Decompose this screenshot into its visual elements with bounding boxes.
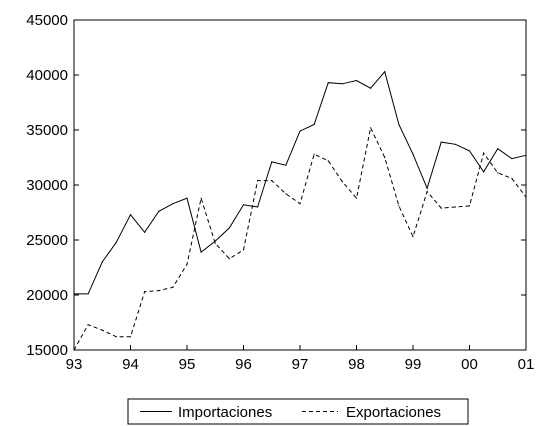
data-point-importaciones: [271, 161, 273, 163]
data-point-importaciones: [398, 123, 400, 126]
data-point-importaciones: [454, 143, 456, 145]
x-tick-label: 94: [122, 356, 139, 373]
x-tick-label: 95: [179, 356, 196, 373]
x-tick-label: 96: [235, 356, 252, 373]
data-point-importaciones: [341, 83, 343, 85]
data-point-exportaciones: [483, 152, 485, 154]
data-point-importaciones: [228, 227, 230, 229]
data-point-importaciones: [200, 251, 202, 253]
data-point-exportaciones: [511, 177, 513, 179]
data-point-importaciones: [87, 293, 89, 295]
data-point-exportaciones: [242, 249, 245, 251]
data-point-exportaciones: [144, 291, 146, 293]
data-point-exportaciones: [341, 181, 343, 183]
data-point-exportaciones: [115, 336, 117, 338]
data-point-importaciones: [299, 130, 301, 132]
data-point-exportaciones: [384, 156, 386, 159]
data-point-exportaciones: [214, 242, 216, 244]
data-point-exportaciones: [313, 153, 315, 155]
legend-box: [127, 398, 469, 425]
x-tick-label: 99: [405, 356, 422, 373]
data-point-exportaciones: [172, 286, 174, 288]
data-point-exportaciones: [525, 196, 527, 198]
y-tick-label: 20000: [26, 287, 68, 304]
data-point-exportaciones: [440, 207, 442, 209]
x-tick-label: 00: [461, 356, 478, 373]
data-point-exportaciones: [426, 191, 428, 193]
data-point-exportaciones: [158, 290, 160, 292]
legend-label-exportaciones: Exportaciones: [346, 404, 441, 421]
data-point-exportaciones: [73, 349, 75, 351]
data-point-exportaciones: [87, 324, 89, 326]
data-point-importaciones: [370, 87, 372, 89]
series-line-exportaciones: [73, 126, 527, 351]
data-point-importaciones: [483, 171, 485, 173]
data-point-importaciones: [525, 154, 527, 156]
data-point-importaciones: [285, 164, 287, 166]
x-axis: 93 94 95 96 97 98 99 00 01: [66, 345, 535, 373]
y-tick-label: 30000: [26, 177, 68, 194]
data-point-exportaciones: [454, 206, 456, 208]
data-point-importaciones: [129, 214, 132, 216]
x-tick-label: 97: [292, 356, 309, 373]
data-point-exportaciones: [355, 197, 358, 199]
data-point-importaciones: [426, 187, 428, 189]
legend: Importaciones Exportaciones: [127, 398, 469, 425]
data-point-importaciones: [186, 197, 188, 199]
data-point-importaciones: [115, 241, 117, 243]
data-point-exportaciones: [228, 258, 230, 260]
y-tick-label: 40000: [26, 67, 68, 84]
data-point-exportaciones: [299, 203, 301, 205]
data-point-exportaciones: [497, 172, 499, 174]
data-point-importaciones: [313, 123, 315, 126]
data-point-exportaciones: [370, 127, 372, 129]
data-point-importaciones: [242, 204, 245, 206]
data-point-importaciones: [101, 261, 103, 263]
data-point-importaciones: [497, 148, 499, 150]
data-point-importaciones: [73, 293, 75, 295]
data-point-exportaciones: [285, 193, 287, 195]
data-point-importaciones: [144, 231, 146, 233]
y-axis: 15000 20000 25000 30000 35000 40000 45000: [26, 12, 526, 359]
data-point-exportaciones: [412, 236, 414, 238]
data-point-importaciones: [355, 79, 358, 82]
data-point-importaciones: [257, 206, 259, 208]
data-point-importaciones: [412, 153, 414, 155]
data-point-exportaciones: [129, 336, 132, 338]
y-tick-label: 15000: [26, 342, 68, 359]
data-point-exportaciones: [186, 263, 188, 265]
data-point-exportaciones: [101, 329, 103, 331]
data-point-exportaciones: [327, 160, 329, 162]
data-point-importaciones: [327, 82, 329, 84]
data-point-exportaciones: [468, 205, 471, 207]
y-tick-label: 45000: [26, 12, 68, 29]
data-point-importaciones: [468, 150, 471, 152]
data-point-importaciones: [511, 158, 513, 160]
data-point-exportaciones: [257, 180, 259, 182]
data-point-exportaciones: [200, 197, 202, 199]
data-point-importaciones: [440, 141, 442, 143]
plot-frame: [73, 19, 527, 351]
legend-label-importaciones: Importaciones: [178, 404, 272, 421]
x-tick-label: 98: [348, 356, 365, 373]
data-point-importaciones: [172, 203, 174, 205]
data-point-importaciones: [384, 71, 386, 73]
data-point-exportaciones: [398, 205, 400, 207]
x-tick-label: 93: [66, 356, 83, 373]
series-line-importaciones: [74, 70, 527, 295]
data-point-importaciones: [158, 210, 160, 212]
y-tick-label: 25000: [26, 232, 68, 249]
y-tick-label: 35000: [26, 122, 68, 139]
data-point-exportaciones: [271, 180, 273, 182]
series-layer: [73, 70, 527, 351]
x-tick-label: 01: [518, 356, 535, 373]
